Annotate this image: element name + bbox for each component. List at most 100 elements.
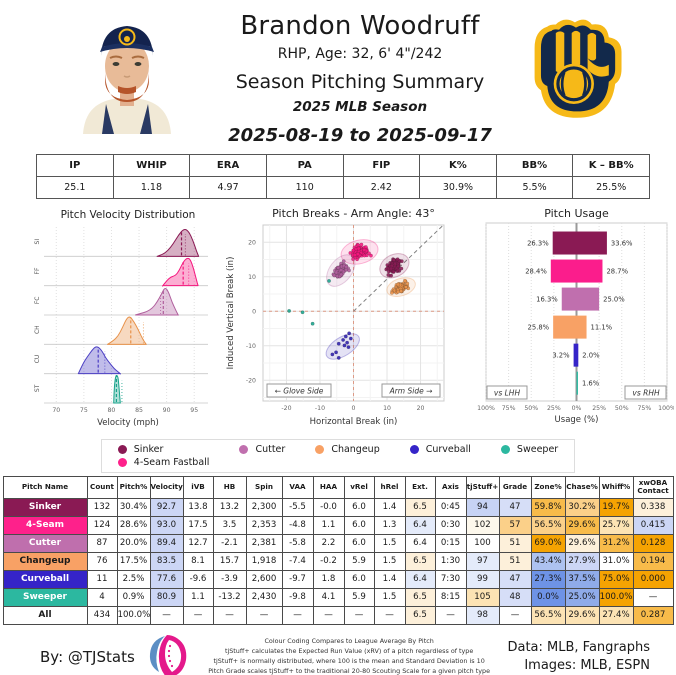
pitch-stat-cell: 1:30 [434, 551, 467, 571]
pitch-stat-cell: 100 [465, 533, 500, 553]
svg-text:← Glove Side: ← Glove Side [275, 386, 324, 395]
svg-text:80: 80 [108, 407, 116, 414]
pitch-stat-cell: 102 [465, 515, 500, 535]
pitch-stat-cell: 1.3 [373, 515, 406, 535]
legend-item: 4-Seam Fastball [117, 456, 210, 468]
pitch-stat-cell: 0.0% [530, 587, 566, 607]
pitch-stat-cell: 29.6% [564, 515, 600, 535]
legend-label: Cutter [255, 443, 286, 455]
summary-value: 30.9% [419, 175, 497, 199]
svg-text:-10: -10 [246, 342, 256, 349]
date-range: 2025-08-19 to 2025-09-17 [228, 124, 492, 146]
pitch-col-header: hRel [373, 475, 406, 499]
pitch-stat-cell: 2,430 [245, 587, 283, 607]
pitch-stat-cell: -4.8 [281, 515, 314, 535]
pitch-name-cell: Curveball [2, 569, 88, 589]
pitch-table-row: All 434 100.0% — — — — — — — —6.5—98—56.5% 29.6% 27.… [2, 605, 674, 625]
pitch-name-cell: Sinker [2, 497, 88, 517]
pitch-stat-cell: 89.4 [149, 533, 184, 553]
methodology-note-line: Colour Coding Compares to League Average… [264, 636, 434, 645]
pitch-col-header: xwOBA Contact [632, 475, 674, 499]
legend-label: Changeup [331, 443, 380, 455]
pitch-stat-cell: 57 [498, 515, 532, 535]
pitch-stat-cell: 11 [86, 569, 118, 589]
pitch-stat-cell: 37.5% [564, 569, 600, 589]
svg-text:CU: CU [34, 354, 41, 363]
summary-value: 2.42 [342, 175, 421, 199]
pitch-stat-cell: 13.2 [212, 497, 247, 517]
pitch-stat-cell: -3.9 [212, 569, 247, 589]
methodology-note-line: tjStuff+ calculates the Expected Run Val… [224, 646, 474, 655]
pitch-stat-cell: 6.4 [404, 569, 436, 589]
pitch-stat-cell: — [182, 605, 214, 625]
pitch-stat-cell: 20.0% [116, 533, 151, 553]
pitch-stat-cell: 17.5% [116, 551, 151, 571]
pitch-stat-cell: 6.0 [343, 533, 375, 553]
pitch-stat-cell: 6.5 [404, 497, 436, 517]
summary-value: 1.18 [112, 175, 191, 199]
pitch-stat-cell: 97 [465, 551, 500, 571]
pitch-stat-cell: 0.000 [632, 569, 674, 589]
svg-text:28.7%: 28.7% [606, 267, 628, 275]
svg-text:70: 70 [52, 407, 60, 414]
methodology-note-line: Pitch Grade scales tjStuff+ to the tradi… [208, 666, 491, 675]
legend-label: Curveball [425, 443, 471, 455]
pitch-stat-cell: — [373, 605, 406, 625]
pitch-col-header: Count [86, 475, 118, 499]
svg-text:50%: 50% [524, 405, 538, 412]
summary-value: 110 [265, 175, 344, 199]
summary-col-header: ERA [189, 153, 267, 177]
pitch-stat-cell: 1.1 [182, 587, 214, 607]
svg-text:10: 10 [248, 273, 256, 280]
pitch-stat-cell: 8:15 [434, 587, 467, 607]
pitch-stat-cell: — [281, 605, 314, 625]
pitch-stat-cell: 1.5 [373, 551, 406, 571]
pitch-stat-cell: 0:45 [434, 497, 467, 517]
pitch-table-row: Sinker 132 30.4% 92.7 13.8 13.2 2,300 -5.5 -0.0 6… [2, 497, 674, 517]
pitch-stat-cell: 59.8% [530, 497, 566, 517]
pitch-stat-cell: 1,918 [245, 551, 283, 571]
pitch-stat-cell: 27.3% [530, 569, 566, 589]
pitch-stat-cell: 30.4% [116, 497, 151, 517]
svg-text:1.6%: 1.6% [582, 379, 600, 387]
pitch-table-row: Cutter 87 20.0% 89.4 12.7 -2.1 2,381 -5.8 2.2 6.0… [2, 533, 674, 553]
pitch-stat-cell: — [632, 587, 674, 607]
svg-text:Velocity (mph): Velocity (mph) [97, 418, 159, 428]
pitch-stat-cell: 27.4% [598, 605, 634, 625]
pitch-stat-cell: 31.0% [598, 551, 634, 571]
tjstats-logo-icon [149, 634, 187, 675]
pitch-stat-cell: 1.1 [312, 515, 345, 535]
pitch-stat-cell: 3.5 [212, 515, 247, 535]
pitch-stat-cell: 99 [465, 569, 500, 589]
pitch-name-cell: Cutter [2, 533, 88, 553]
legend-item: Sinker [117, 444, 210, 455]
pitch-stat-cell: 0.338 [632, 497, 674, 517]
pitch-stat-cell: -0.2 [312, 551, 345, 571]
pitch-table-row: Curveball 11 2.5% 77.6 -9.6 -3.9 2,600 -9.7 1.8 6… [2, 569, 674, 589]
svg-text:100%: 100% [477, 405, 495, 412]
pitch-breaks-chart: Pitch Breaks - Arm Angle: 43° -20 -10 0 10 20… [226, 207, 445, 427]
summary-col-header: K – BB% [572, 153, 650, 177]
svg-text:Horizontal Break (in): Horizontal Break (in) [310, 417, 398, 427]
svg-text:CH: CH [34, 325, 41, 334]
pitch-stat-cell: — [434, 605, 467, 625]
pitch-stat-cell: 29.6% [564, 533, 600, 553]
pitch-stat-cell: 5.9 [343, 551, 375, 571]
svg-text:25%: 25% [547, 405, 561, 412]
svg-text:-20: -20 [281, 405, 291, 412]
summary-stats: IP WHIP ERA PA FIP K% BB% K – BB% 25.1 1.18 4.97 1… [0, 146, 676, 199]
svg-text:75: 75 [80, 407, 88, 414]
svg-text:-20: -20 [246, 377, 256, 384]
pitch-stat-cell: 1.4 [373, 569, 406, 589]
pitch-stat-cell: 2.5% [116, 569, 151, 589]
pitch-stat-cell: 69.0% [530, 533, 566, 553]
svg-text:Pitch Usage: Pitch Usage [544, 207, 609, 220]
pitch-stat-cell: — [149, 605, 184, 625]
pitch-table-row: 4-Seam 124 28.6% 93.0 17.5 3.5 2,353 -4.8 1.1 6.0… [2, 515, 674, 535]
svg-text:20: 20 [417, 405, 425, 412]
pitch-stat-cell: 31.2% [598, 533, 634, 553]
legend-label: Sweeper [516, 443, 559, 455]
pitch-stat-cell: 94 [465, 497, 500, 517]
pitch-stats-table: Pitch Name Count Pitch% Velocity iVB HB Spin VA… [2, 475, 674, 625]
legend-label: 4-Seam Fastball [133, 456, 210, 468]
